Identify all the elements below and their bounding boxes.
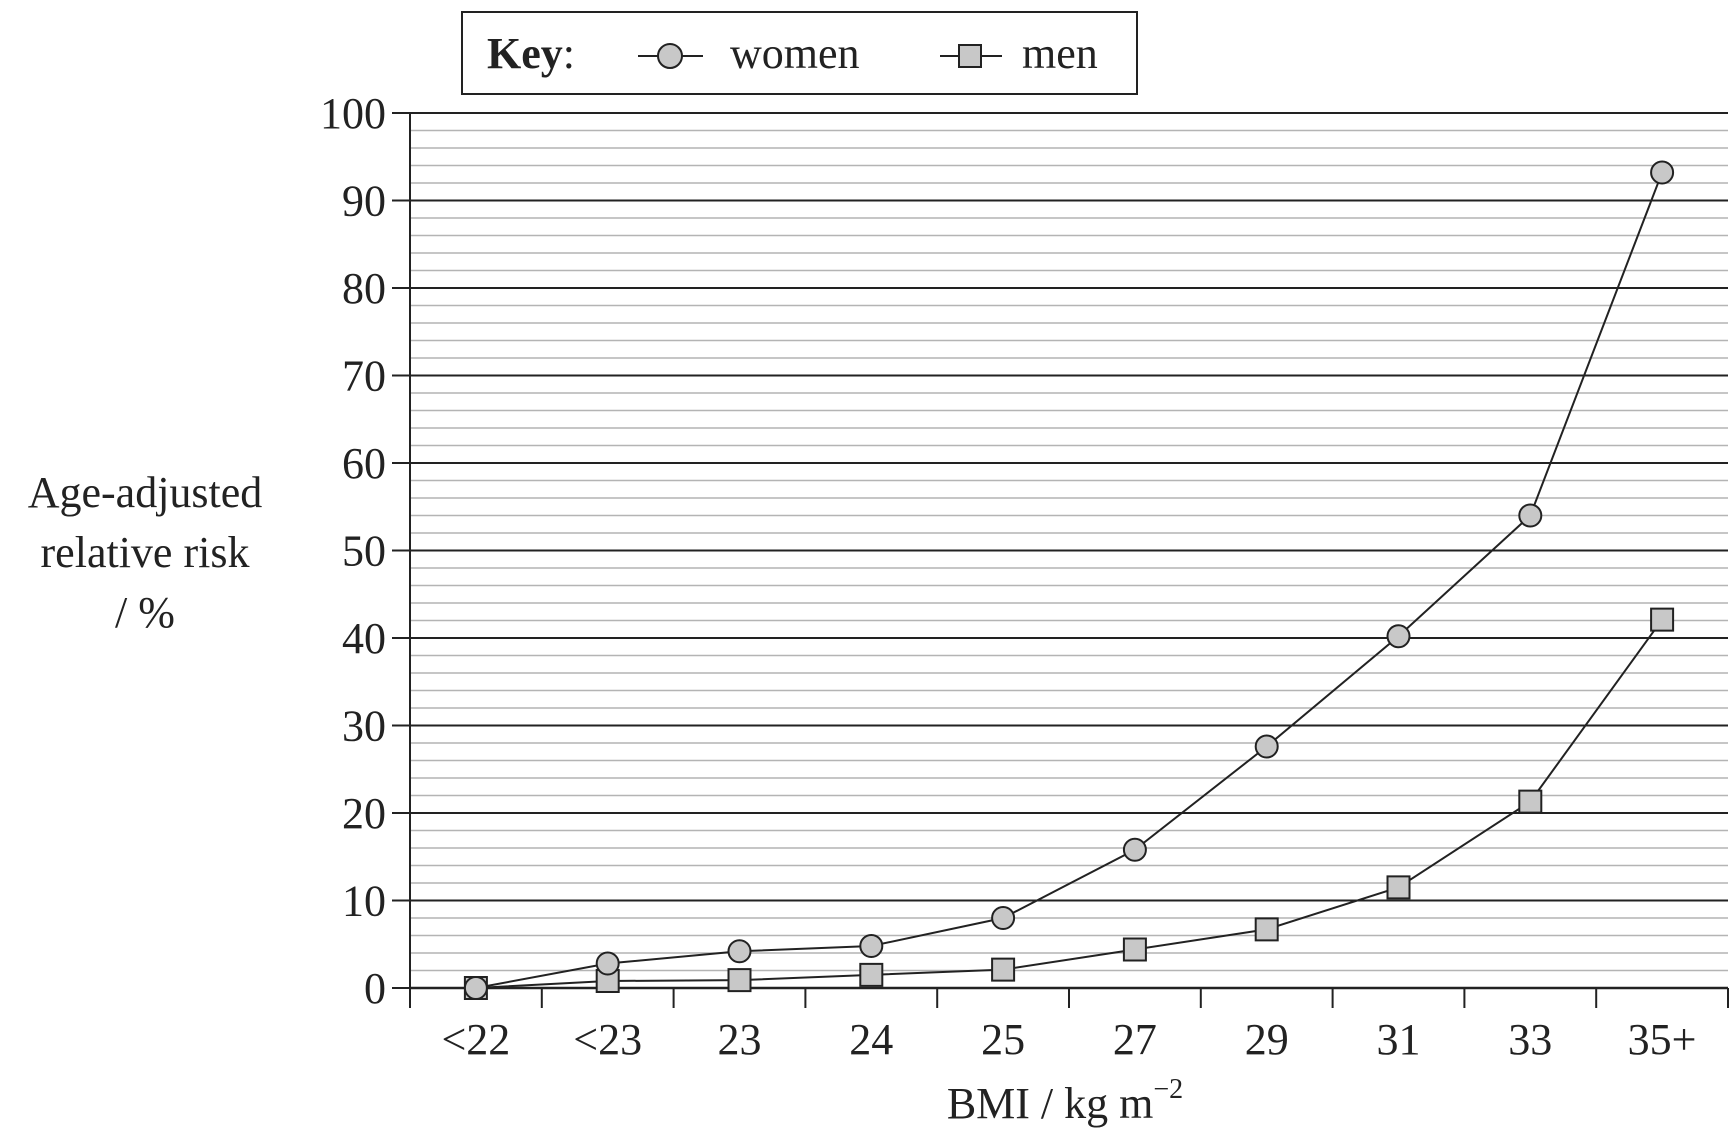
- data-point-men: [991, 957, 1016, 982]
- data-point-men: [1386, 875, 1411, 900]
- x-tick-label: 23: [718, 1015, 762, 1064]
- x-tick-labels: <22 <23 23 24 25 27 29 31 33 35+: [441, 1015, 1696, 1064]
- data-point-women: [595, 951, 620, 976]
- x-axis-title-text: BMI / kg m: [947, 1079, 1154, 1128]
- data-point-women: [859, 934, 884, 958]
- y-tick-label: 30: [342, 702, 386, 751]
- data-point-women: [991, 906, 1016, 930]
- data-point-men: [1254, 917, 1279, 942]
- data-point-men: [1122, 937, 1147, 962]
- y-tick-label: 40: [342, 614, 386, 663]
- axes: [392, 112, 1729, 1008]
- data-point-women: [1518, 503, 1543, 528]
- x-tick-label: 29: [1245, 1015, 1289, 1064]
- data-point-men: [727, 968, 752, 993]
- x-axis-title: BMI / kg m−2: [947, 1074, 1183, 1128]
- legend-box: [461, 11, 1138, 95]
- legend-women-label: women: [730, 29, 860, 78]
- legend-men-label: men: [1022, 29, 1098, 78]
- series-layer: [463, 160, 1675, 1000]
- y-tick-label: 0: [364, 964, 386, 1013]
- x-tick-label: 25: [981, 1015, 1025, 1064]
- data-point-men: [1518, 789, 1543, 814]
- x-tick-label: <23: [573, 1015, 642, 1064]
- y-axis-title-line-2: relative risk: [41, 528, 250, 577]
- data-point-women: [1254, 734, 1279, 759]
- major-gridlines: [410, 112, 1728, 902]
- legend-title-colon: :: [563, 29, 575, 78]
- x-tick-label: 27: [1113, 1015, 1157, 1064]
- data-point-men: [1650, 607, 1675, 632]
- y-tick-label: 70: [342, 352, 386, 401]
- y-tick-labels: 0 10 20 30 40 50 60 70 80 90 100: [320, 89, 386, 1013]
- y-tick-label: 50: [342, 527, 386, 576]
- y-axis-title: Age-adjusted relative risk / %: [28, 468, 263, 637]
- legend-women-marker: [657, 43, 683, 69]
- x-tick-label: 24: [849, 1015, 893, 1064]
- x-tick-label: <22: [441, 1015, 510, 1064]
- data-point-women: [463, 976, 488, 1000]
- y-tick-label: 20: [342, 789, 386, 838]
- y-tick-label: 80: [342, 264, 386, 313]
- y-tick-label: 10: [342, 877, 386, 926]
- series-line-men: [475, 619, 1663, 989]
- legend-title: Key:: [487, 29, 575, 78]
- y-tick-label: 90: [342, 177, 386, 226]
- data-point-men: [859, 962, 884, 987]
- legend-men-marker: [958, 44, 982, 68]
- y-axis-title-line-1: Age-adjusted: [28, 468, 263, 517]
- y-tick-label: 100: [320, 89, 386, 138]
- minor-gridlines: [410, 129, 1728, 972]
- x-axis-title-superscript: −2: [1153, 1074, 1183, 1105]
- data-point-women: [1122, 837, 1147, 862]
- y-tick-label: 60: [342, 439, 386, 488]
- y-axis-title-line-3: / %: [115, 588, 175, 637]
- legend: Key: women men: [461, 11, 1138, 95]
- series-line-women: [475, 172, 1664, 989]
- data-point-women: [1650, 160, 1675, 185]
- x-tick-label: 33: [1508, 1015, 1552, 1064]
- x-tick-label: 31: [1377, 1015, 1421, 1064]
- data-point-women: [727, 939, 752, 964]
- data-point-women: [1386, 624, 1411, 649]
- x-tick-label: 35+: [1628, 1015, 1697, 1064]
- legend-title-bold: Key: [487, 29, 563, 78]
